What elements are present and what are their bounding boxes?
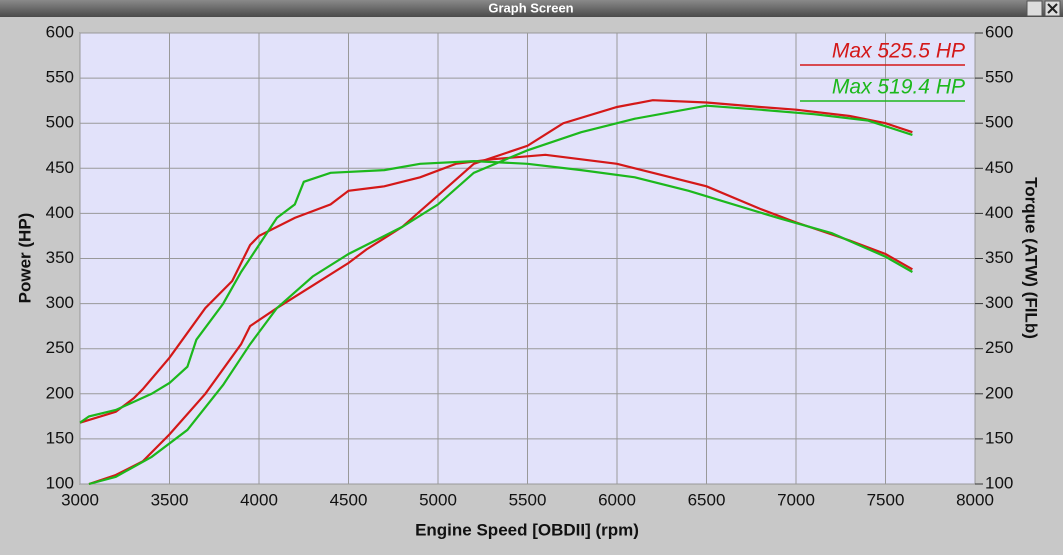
y-tick-label: 300 (46, 293, 74, 312)
y-tick-label: 400 (46, 203, 74, 222)
y2-tick-label: 200 (985, 383, 1013, 402)
x-tick-label: 5500 (509, 490, 547, 509)
y-tick-label: 550 (46, 68, 74, 87)
x-tick-label: 4000 (240, 490, 278, 509)
data-line (79, 159, 913, 424)
x-tick-label: 8000 (956, 490, 994, 509)
y2-tick-label: 350 (985, 248, 1013, 267)
close-icon (1047, 3, 1058, 14)
y2-tick-label: 500 (985, 113, 1013, 132)
y2-tick-label: 150 (985, 428, 1013, 447)
title-bar (0, 0, 1063, 17)
y-tick-label: 200 (46, 383, 74, 402)
y-tick-label: 600 (46, 22, 74, 41)
y-tick-label: 100 (46, 473, 74, 492)
y-tick-label: 150 (46, 428, 74, 447)
x-tick-label: 7000 (777, 490, 815, 509)
y-tick-label: 350 (46, 248, 74, 267)
y2-axis-label: Torque (ATW) (FILb) (1022, 177, 1041, 339)
x-tick-label: 7500 (867, 490, 905, 509)
x-tick-label: 5000 (419, 490, 457, 509)
y2-tick-label: 250 (985, 338, 1013, 357)
y-tick-label: 250 (46, 338, 74, 357)
x-tick-label: 3000 (61, 490, 99, 509)
y-tick-label: 450 (46, 158, 74, 177)
x-tick-label: 3500 (151, 490, 189, 509)
x-axis-label: Engine Speed [OBDII] (rpm) (415, 520, 639, 539)
y2-tick-label: 550 (985, 68, 1013, 87)
x-tick-label: 4500 (330, 490, 368, 509)
data-line (88, 104, 913, 486)
y2-tick-label: 450 (985, 158, 1013, 177)
max-annotation: Max 525.5 HP (832, 40, 965, 63)
restore-button[interactable] (1026, 0, 1043, 17)
y-tick-label: 500 (46, 113, 74, 132)
data-line (79, 153, 913, 424)
y2-tick-label: 100 (985, 473, 1013, 492)
y2-tick-label: 600 (985, 22, 1013, 41)
window-title: Graph Screen (488, 0, 573, 15)
y-axis-label: Power (HP) (15, 213, 34, 304)
max-annotation: Max 519.4 HP (832, 76, 965, 99)
data-line (88, 99, 913, 486)
x-tick-label: 6500 (688, 490, 726, 509)
y2-tick-label: 400 (985, 203, 1013, 222)
y2-tick-label: 300 (985, 293, 1013, 312)
x-tick-label: 6000 (598, 490, 636, 509)
